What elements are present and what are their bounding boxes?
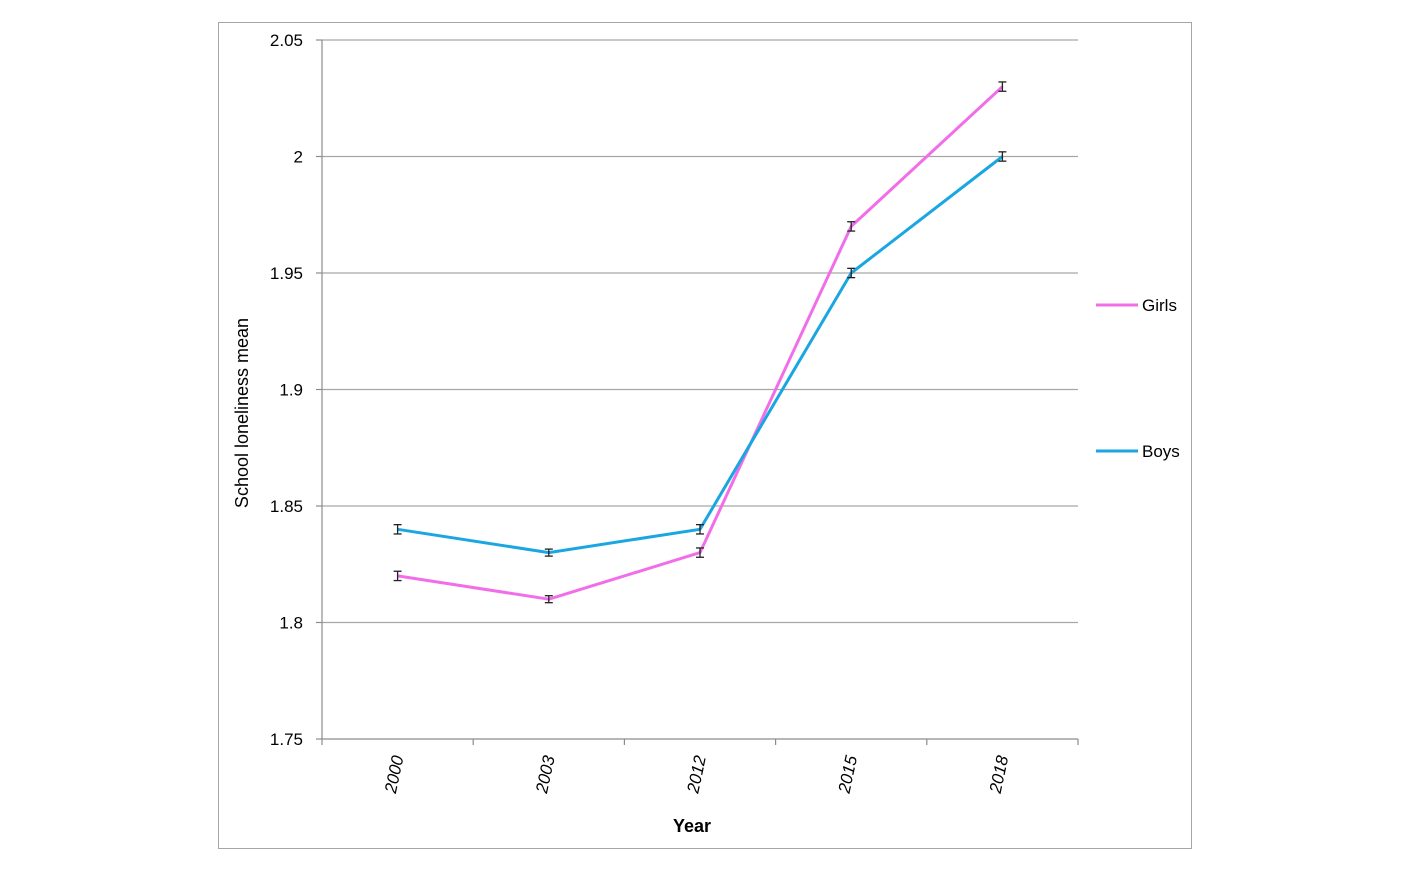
- error-bar-girls: [696, 547, 704, 558]
- error-bar-boys: [847, 267, 856, 279]
- error-bar-girls: [847, 221, 856, 232]
- series-group: [393, 81, 1007, 604]
- legend-label-girls: Girls: [1142, 296, 1177, 315]
- error-bar-girls: [544, 595, 553, 604]
- y-tick-label: 1.75: [270, 730, 303, 749]
- x-tick-label: 2000: [381, 753, 408, 795]
- gridlines: [322, 39, 1078, 624]
- error-bar-girls: [393, 570, 402, 582]
- legend: Girls Boys: [1096, 296, 1180, 461]
- chart-frame: [218, 22, 1192, 849]
- error-bar-boys: [696, 523, 704, 535]
- series-line-girls: [397, 85, 1004, 601]
- x-axis-title: Year: [673, 816, 711, 836]
- legend-label-boys: Boys: [1142, 442, 1180, 461]
- y-tick-label: 1.85: [270, 497, 303, 516]
- x-tick-label: 2015: [834, 753, 861, 795]
- x-tick-label: 2003: [532, 753, 559, 795]
- error-bar-boys: [998, 151, 1007, 162]
- y-tick-label: 1.95: [270, 264, 303, 283]
- error-bar-girls: [998, 81, 1007, 92]
- y-tick-label: 2: [294, 148, 303, 167]
- y-tick-label: 1.9: [279, 381, 303, 400]
- series-line-boys: [397, 155, 1004, 555]
- error-bar-boys: [393, 523, 402, 535]
- y-axis-title: School loneliness mean: [232, 318, 252, 508]
- error-bar-boys: [544, 548, 553, 557]
- x-tick-label: 2018: [986, 753, 1013, 795]
- y-tick-label: 1.8: [279, 614, 303, 633]
- axes: 1.75 1.8 1.85 1.9 1.95 2 2.05 2000 2003 2012 2015 2…: [270, 31, 1079, 796]
- y-tick-label: 2.05: [270, 31, 303, 50]
- x-tick-label: 2012: [683, 753, 710, 795]
